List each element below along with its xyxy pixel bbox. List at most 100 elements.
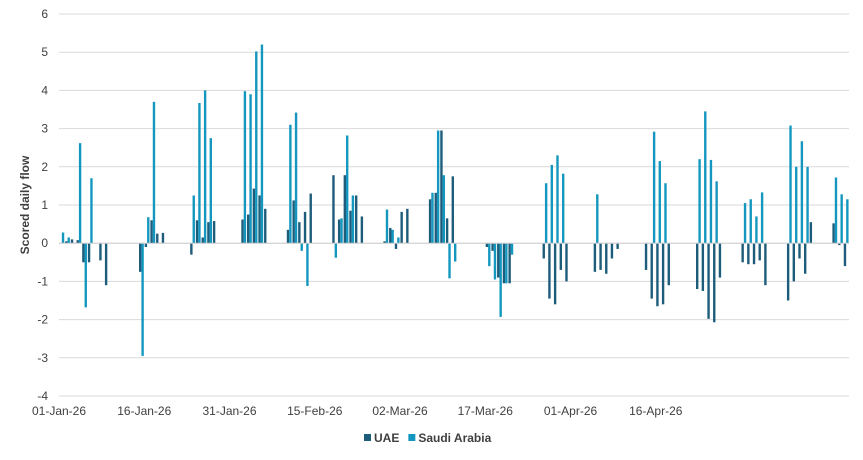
bar-uae (383, 241, 386, 244)
bar-uae (406, 208, 409, 244)
bar-saudi-arabia (664, 183, 667, 244)
bar-uae (843, 243, 847, 267)
bar-uae (542, 243, 545, 259)
bar-uae (803, 243, 807, 274)
bar-saudi-arabia (260, 44, 264, 244)
bar-saudi-arabia (499, 243, 502, 317)
bar-uae (394, 243, 398, 249)
bar-uae (565, 243, 568, 282)
bar-uae (201, 237, 204, 244)
bar-saudi-arabia (448, 243, 451, 279)
bar-saudi-arabia (397, 237, 400, 244)
bar-saudi-arabia (391, 229, 394, 244)
bar-saudi-arabia (152, 101, 156, 244)
bar-uae (434, 192, 437, 244)
x-tick-label: 17-Mar-26 (458, 404, 514, 418)
x-tick-label: 31-Jan-26 (202, 404, 256, 418)
bar-uae (747, 243, 750, 265)
bar-saudi-arabia (743, 203, 747, 244)
bar-saudi-arabia (556, 155, 559, 244)
bar-uae (337, 219, 341, 244)
y-tick-label: -4 (37, 389, 48, 403)
bar-saudi-arabia (840, 194, 843, 244)
bar-saudi-arabia (351, 195, 355, 244)
y-tick-label: 3 (41, 122, 48, 136)
bar-saudi-arabia (61, 232, 65, 244)
bar-saudi-arabia (203, 90, 207, 244)
bar-saudi-arabia (749, 199, 752, 244)
bar-saudi-arabia (709, 159, 713, 244)
y-tick-label: -1 (37, 274, 48, 288)
bar-saudi-arabia (436, 130, 440, 244)
bar-uae (559, 243, 562, 270)
bar-uae (428, 199, 432, 244)
bar-saudi-arabia (306, 243, 309, 286)
bar-saudi-arabia (698, 159, 701, 244)
bar-uae (508, 243, 511, 284)
bar-uae (99, 243, 102, 261)
bar-uae (139, 243, 142, 272)
bar-uae (650, 243, 653, 299)
bar-uae (161, 232, 165, 244)
bar-uae (207, 222, 210, 244)
bar-uae (696, 243, 699, 290)
bar-saudi-arabia (800, 141, 804, 244)
bar-saudi-arabia (789, 125, 792, 244)
bar-saudi-arabia (550, 164, 554, 244)
bar-uae (332, 175, 335, 244)
bar-saudi-arabia (806, 166, 809, 244)
bar-uae (792, 243, 796, 282)
bar-uae (156, 233, 159, 244)
bar-saudi-arabia (488, 243, 491, 267)
bar-saudi-arabia (442, 175, 446, 244)
bar-uae (252, 188, 256, 244)
bar-uae (644, 243, 648, 270)
y-axis-label: Scored daily flow (18, 155, 32, 254)
bar-uae (599, 243, 602, 270)
bar-saudi-arabia (715, 181, 718, 244)
bar-saudi-arabia (340, 218, 343, 244)
bar-uae (286, 229, 290, 244)
bar-saudi-arabia (84, 243, 87, 308)
bar-uae (440, 130, 443, 244)
bar-saudi-arabia (760, 192, 764, 244)
bar-saudi-arabia (209, 138, 212, 244)
bar-saudi-arabia (294, 112, 298, 244)
x-tick-label: 02-Mar-26 (372, 404, 428, 418)
bar-saudi-arabia (78, 143, 82, 244)
bar-uae (656, 243, 659, 307)
y-tick-label: 2 (41, 160, 48, 174)
bar-saudi-arabia (596, 194, 599, 244)
bar-uae (497, 243, 500, 278)
bar-uae (548, 243, 551, 299)
bar-saudi-arabia (255, 51, 258, 244)
x-tick-labels: 01-Jan-26 16-Jan-26 31-Jan-26 15-Feb-26 02-M… (32, 404, 683, 418)
bar-saudi-arabia (198, 103, 201, 244)
bar-uae (593, 243, 597, 272)
bar-saudi-arabia (243, 91, 247, 244)
x-tick-label: 15-Feb-26 (287, 404, 343, 418)
bar-saudi-arabia (561, 173, 565, 244)
bar-uae (553, 243, 557, 305)
bar-uae (354, 195, 358, 244)
legend: UAE Saudi Arabia (364, 431, 492, 445)
bar-uae (616, 243, 619, 249)
bar-saudi-arabia (141, 243, 144, 356)
bar-uae (451, 176, 454, 244)
x-tick-label: 01-Apr-26 (544, 404, 598, 418)
bar-uae (264, 208, 267, 244)
bar-saudi-arabia (90, 178, 93, 244)
bar-saudi-arabia (249, 94, 252, 244)
bar-saudi-arabia (493, 243, 497, 280)
legend-label: Saudi Arabia (418, 431, 491, 445)
bar-uae (832, 223, 835, 244)
bar-saudi-arabia (544, 183, 548, 244)
legend-label: UAE (374, 431, 399, 445)
bar-saudi-arabia (385, 209, 389, 244)
bar-uae (485, 243, 489, 248)
bar-uae (76, 240, 79, 244)
bar-saudi-arabia (147, 217, 150, 244)
bar-saudi-arabia (431, 192, 434, 244)
bar-uae (667, 243, 670, 286)
bar-uae (491, 243, 494, 251)
